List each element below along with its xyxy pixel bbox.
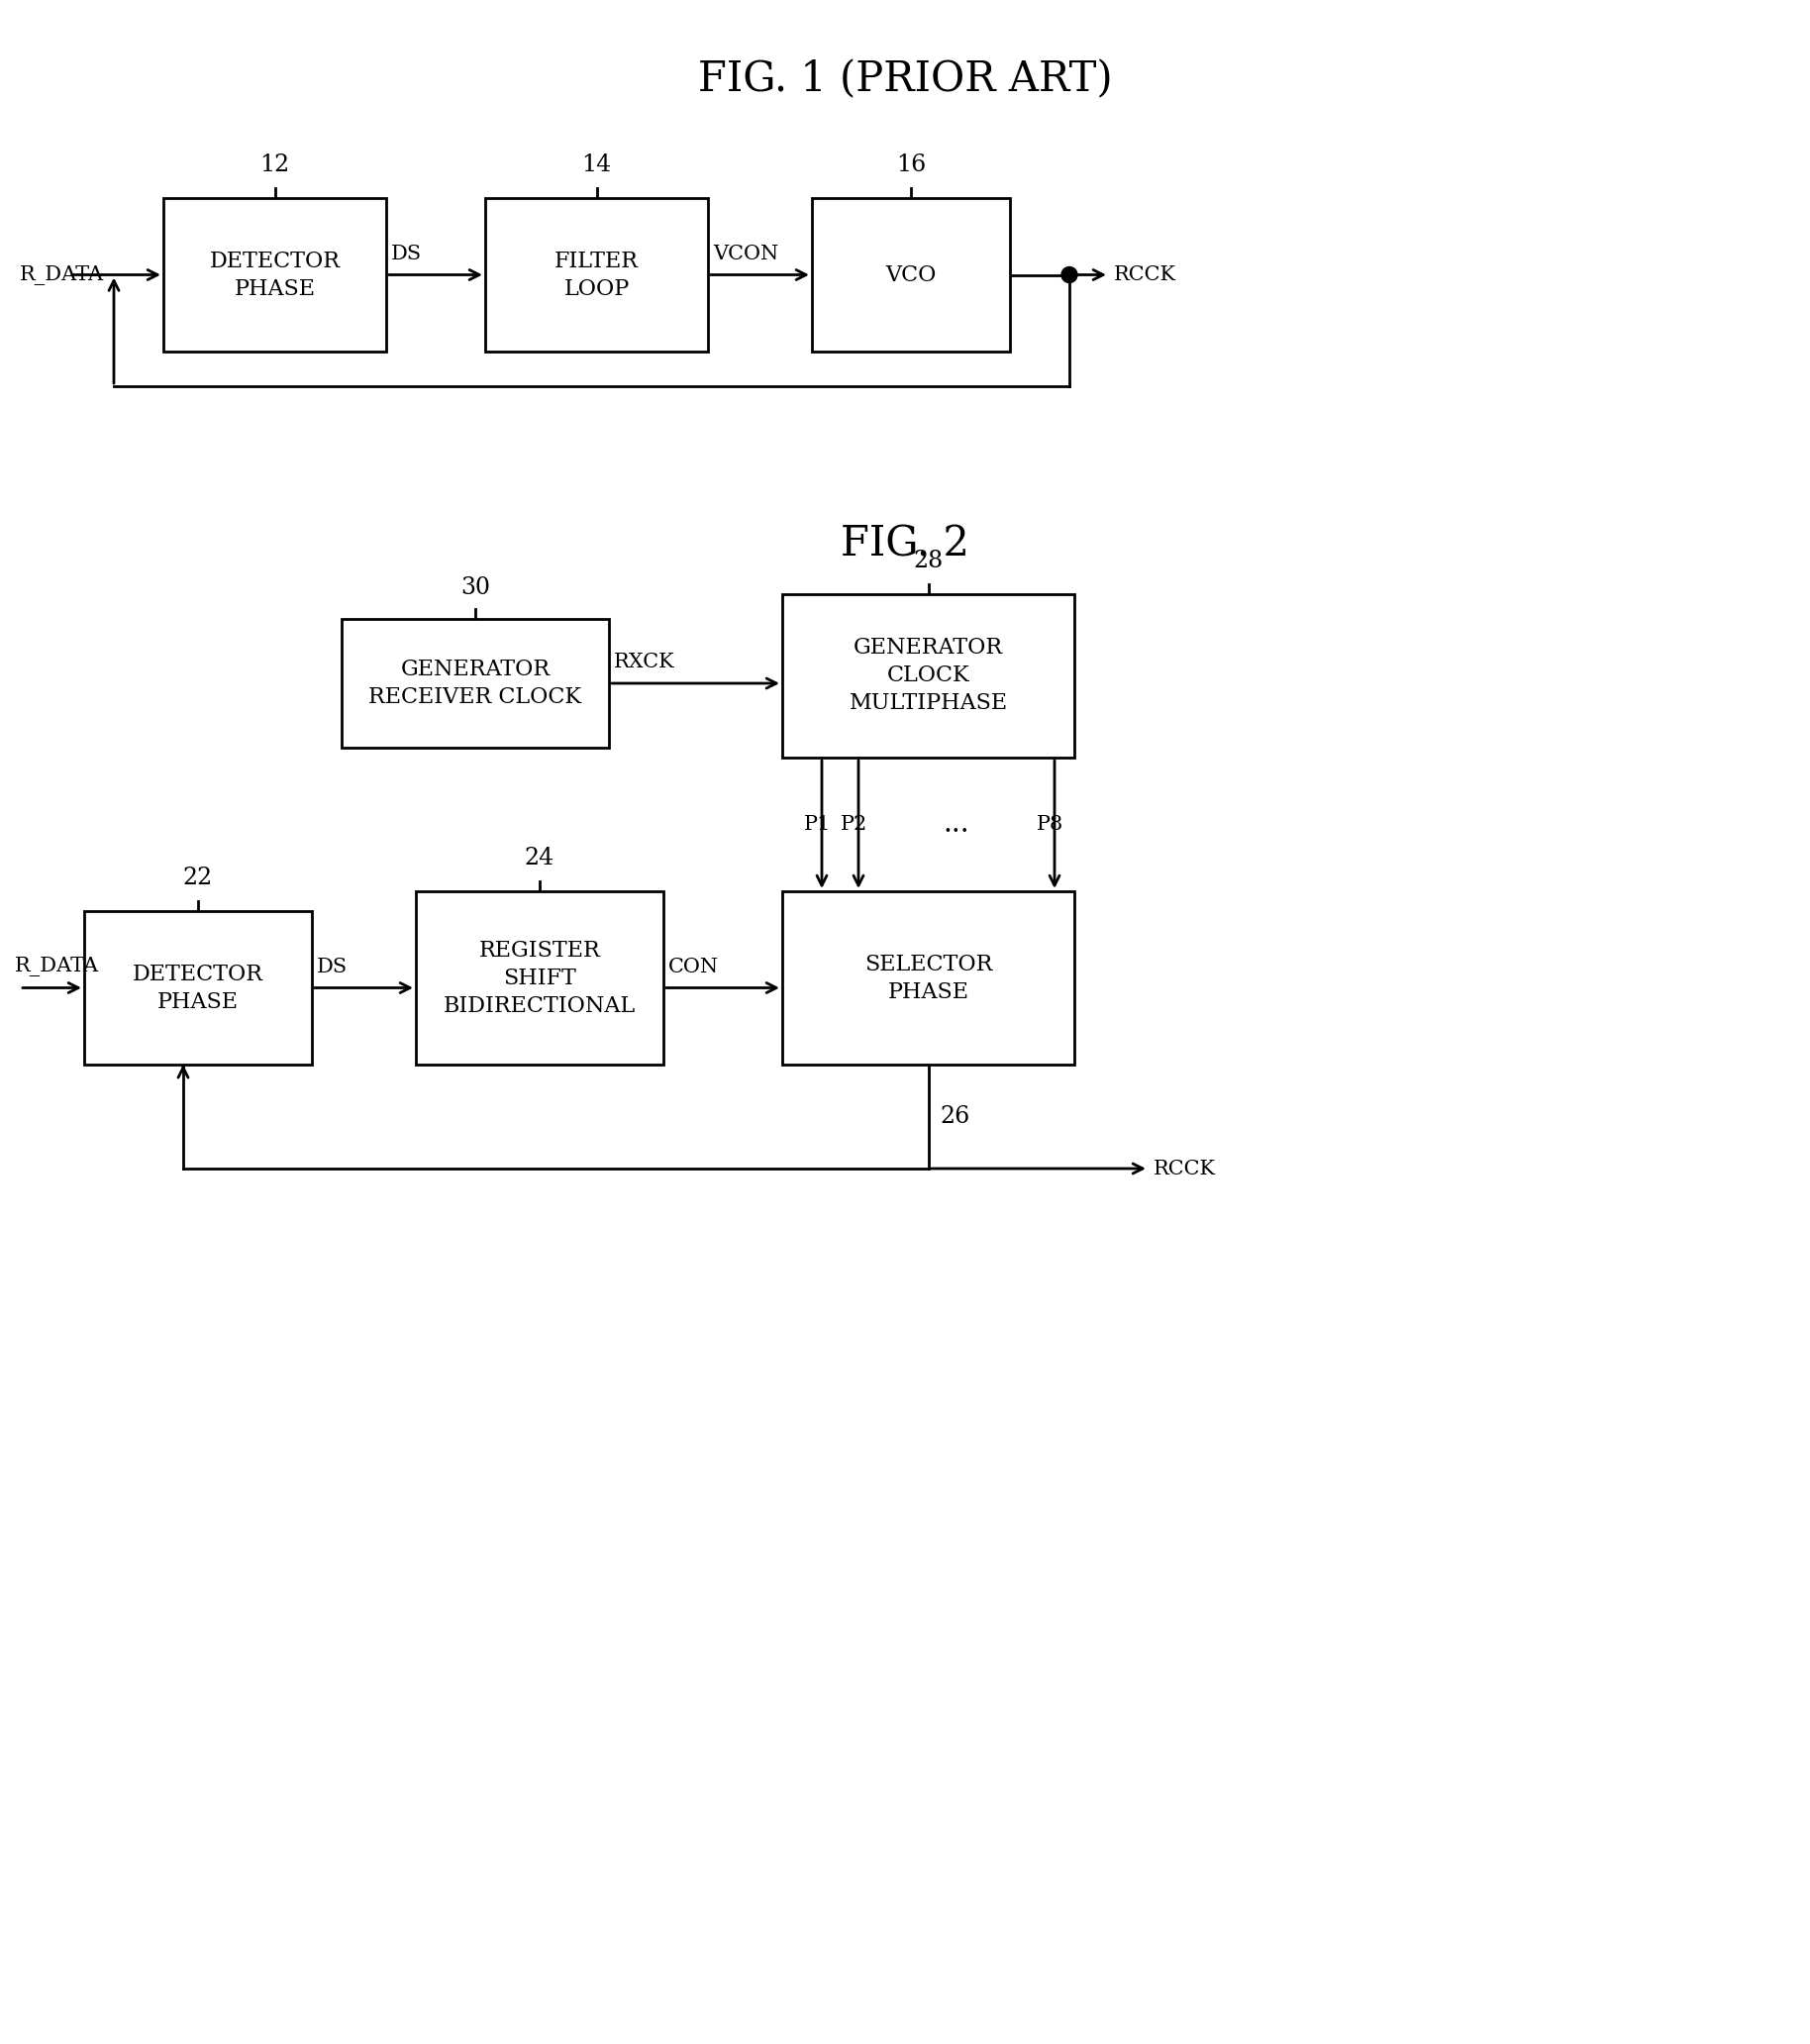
Bar <box>813 198 1010 352</box>
Text: 30: 30 <box>460 576 491 599</box>
Text: 26: 26 <box>939 1106 970 1128</box>
Text: 12: 12 <box>261 153 290 176</box>
Text: RCCK: RCCK <box>1113 266 1176 284</box>
Bar <box>485 198 708 352</box>
Text: DS: DS <box>317 957 348 975</box>
Text: 14: 14 <box>581 153 612 176</box>
Text: ...: ... <box>943 811 970 838</box>
Text: P1: P1 <box>804 816 831 834</box>
Text: 24: 24 <box>525 846 554 869</box>
Text: SHIFT: SHIFT <box>503 967 576 989</box>
Text: CLOCK: CLOCK <box>887 664 970 687</box>
Text: DS: DS <box>391 243 422 264</box>
Bar <box>416 891 664 1065</box>
Text: VCON: VCON <box>713 243 778 264</box>
Text: 22: 22 <box>183 867 214 889</box>
Text: RXCK: RXCK <box>614 652 675 670</box>
Bar <box>83 912 311 1065</box>
Text: 28: 28 <box>914 550 943 572</box>
Text: LOOP: LOOP <box>563 278 630 300</box>
Text: RECEIVER CLOCK: RECEIVER CLOCK <box>369 687 581 707</box>
Circle shape <box>1061 268 1077 282</box>
Bar <box>782 891 1075 1065</box>
Text: GENERATOR: GENERATOR <box>400 658 550 681</box>
Text: GENERATOR: GENERATOR <box>854 638 1003 658</box>
Text: VCO: VCO <box>885 264 936 286</box>
Text: P8: P8 <box>1037 816 1064 834</box>
Text: PHASE: PHASE <box>887 981 968 1004</box>
Text: RCCK: RCCK <box>1153 1159 1216 1177</box>
Text: MULTIPHASE: MULTIPHASE <box>849 693 1008 715</box>
Text: FIG. 1 (PRIOR ART): FIG. 1 (PRIOR ART) <box>697 59 1113 100</box>
Text: R_DATA: R_DATA <box>20 266 105 284</box>
Text: BIDIRECTIONAL: BIDIRECTIONAL <box>443 995 635 1016</box>
Text: PHASE: PHASE <box>233 278 315 300</box>
Text: R_DATA: R_DATA <box>14 957 100 975</box>
Text: DETECTOR: DETECTOR <box>210 249 340 272</box>
Bar <box>782 595 1075 758</box>
Text: SELECTOR: SELECTOR <box>863 953 992 975</box>
Text: P2: P2 <box>840 816 867 834</box>
Text: CON: CON <box>668 957 719 975</box>
Text: FILTER: FILTER <box>554 249 639 272</box>
Text: 16: 16 <box>896 153 927 176</box>
Text: REGISTER: REGISTER <box>480 940 601 961</box>
Text: DETECTOR: DETECTOR <box>132 963 264 985</box>
Bar <box>342 619 608 748</box>
Text: FIG. 2: FIG. 2 <box>840 523 970 566</box>
Text: PHASE: PHASE <box>157 991 239 1012</box>
Bar <box>163 198 386 352</box>
